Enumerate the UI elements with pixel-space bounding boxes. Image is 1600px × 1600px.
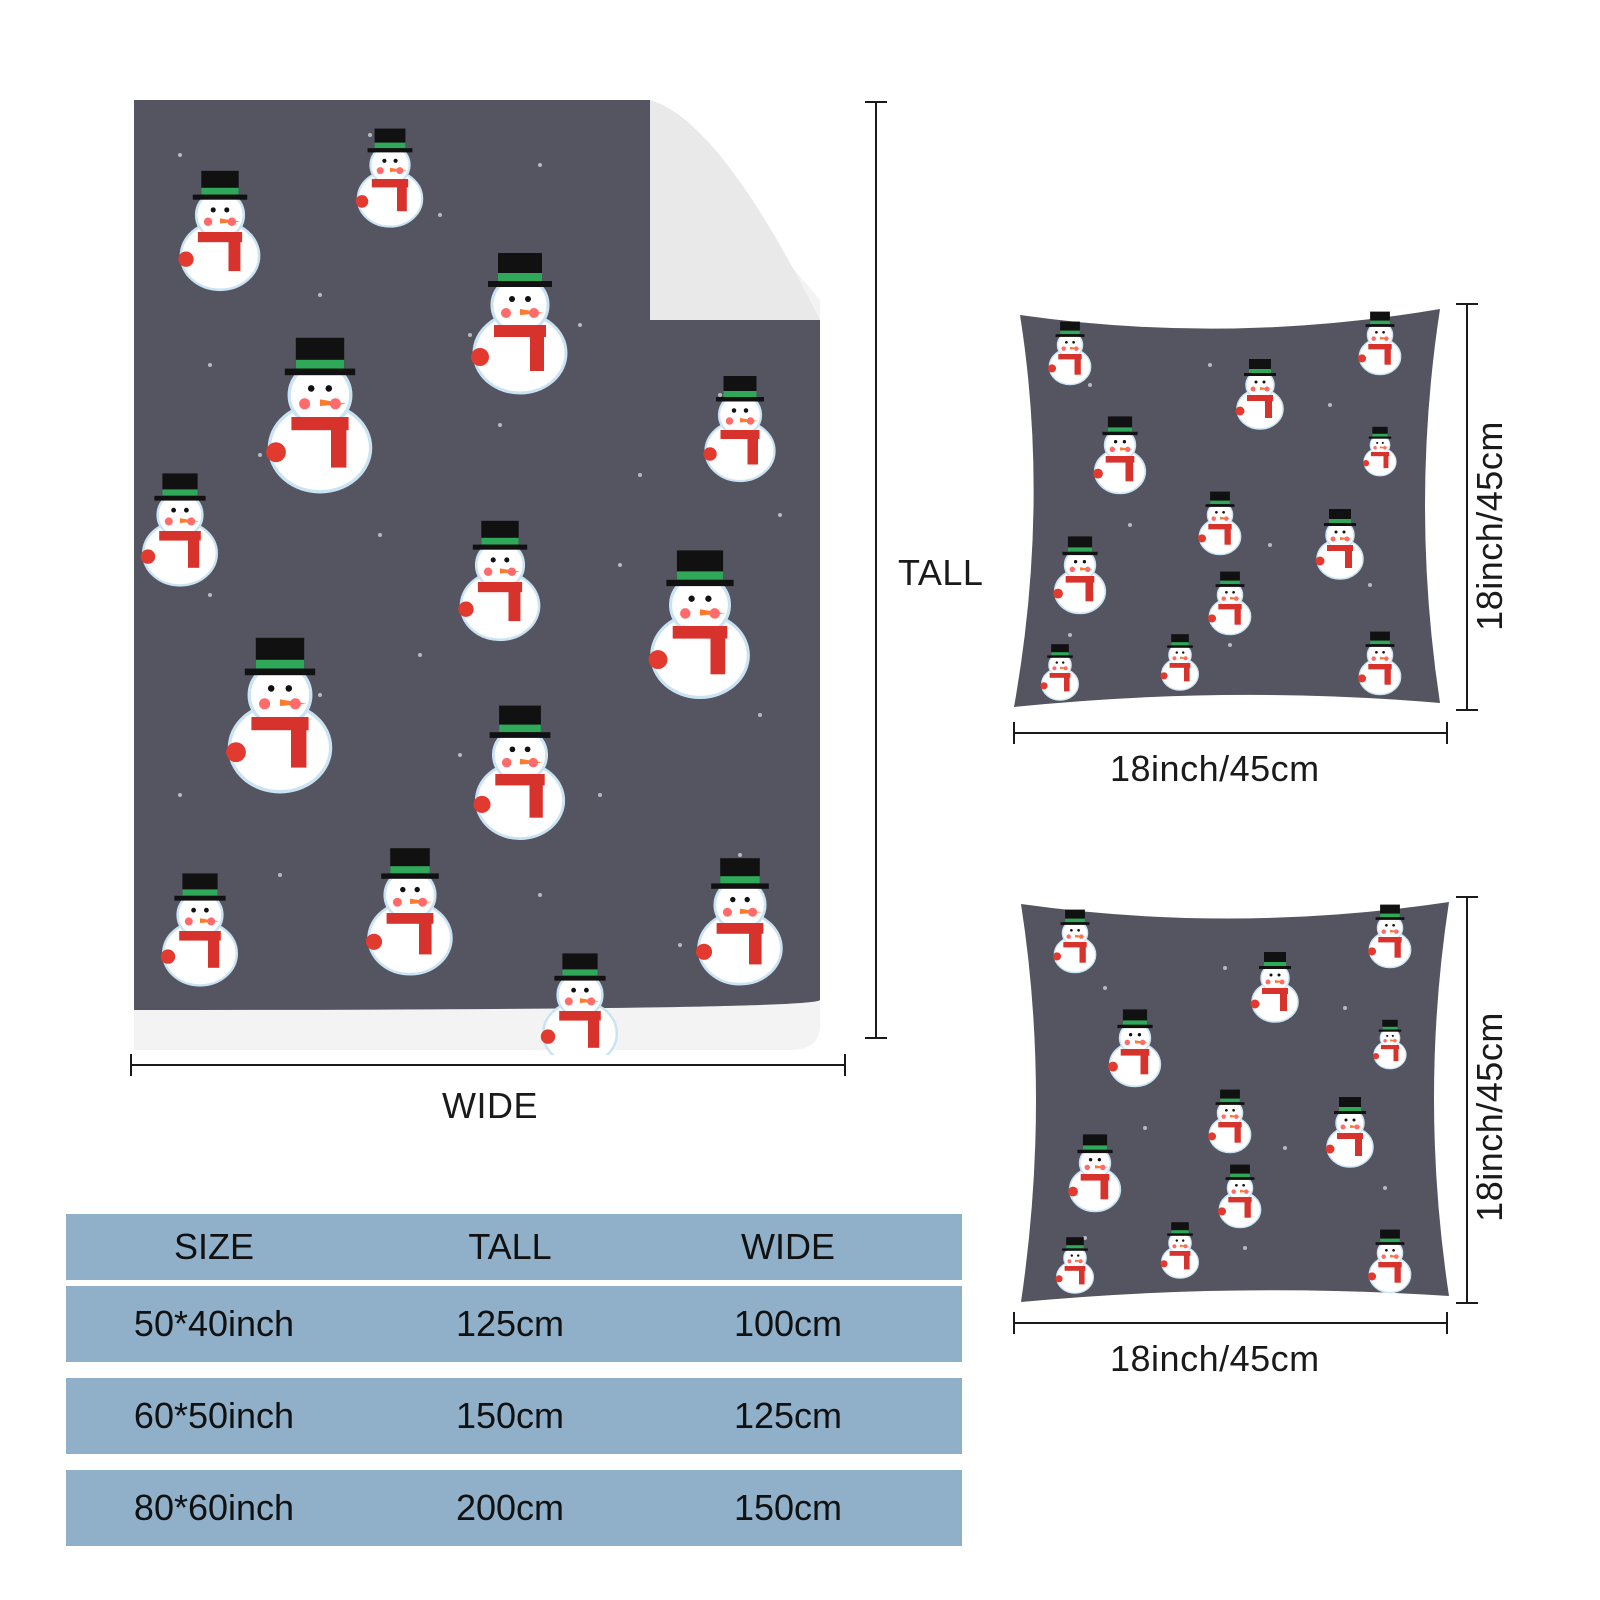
blanket-image bbox=[120, 95, 840, 1055]
pillow2-height-label: 18inch/45cm bbox=[1469, 1012, 1510, 1222]
pillow2-width-line bbox=[1013, 1322, 1448, 1324]
cell-tall: 150cm bbox=[455, 1395, 565, 1436]
blanket-height-cap-bottom bbox=[865, 1037, 887, 1039]
cell-size: 50*40inch bbox=[133, 1303, 295, 1344]
pillow-image-top bbox=[1010, 305, 1450, 715]
pillow2-height-cap-bottom bbox=[1456, 1302, 1478, 1304]
pillow2-width-cap-left bbox=[1013, 1312, 1015, 1334]
table-row: 60*50inch 150cm 125cm bbox=[66, 1378, 962, 1454]
cell-tall: 125cm bbox=[455, 1303, 565, 1344]
pillow1-height-line bbox=[1466, 303, 1468, 711]
blanket-tall-label: TALL bbox=[898, 552, 984, 593]
pillow2-width-label: 18inch/45cm bbox=[1110, 1338, 1320, 1379]
cell-wide: 150cm bbox=[733, 1487, 843, 1528]
pillow2-height-cap-top bbox=[1456, 896, 1478, 898]
size-table-header: SIZE TALL WIDE bbox=[66, 1214, 962, 1280]
size-table: SIZE TALL WIDE 50*40inch 125cm 100cm 60*… bbox=[66, 1214, 962, 1562]
blanket-width-cap-left bbox=[130, 1054, 132, 1076]
blanket-width-cap-right bbox=[844, 1054, 846, 1076]
pillow1-width-line bbox=[1013, 732, 1448, 734]
pillow1-height-label: 18inch/45cm bbox=[1469, 421, 1510, 631]
pillow1-width-label: 18inch/45cm bbox=[1110, 748, 1320, 789]
header-wide: WIDE bbox=[741, 1226, 835, 1267]
cell-size: 60*50inch bbox=[133, 1395, 295, 1436]
header-tall: TALL bbox=[468, 1226, 552, 1267]
pillow2-width-cap-right bbox=[1446, 1312, 1448, 1334]
pillow1-width-cap-right bbox=[1446, 722, 1448, 744]
pillow1-height-cap-bottom bbox=[1456, 709, 1478, 711]
header-size: SIZE bbox=[173, 1226, 254, 1267]
pillow1-width-cap-left bbox=[1013, 722, 1015, 744]
table-row: 80*60inch 200cm 150cm bbox=[66, 1470, 962, 1546]
blanket-width-line bbox=[130, 1064, 846, 1066]
pillow2-height-line bbox=[1466, 896, 1468, 1304]
blanket-height-line bbox=[875, 101, 877, 1039]
pillow-image-bottom bbox=[1015, 898, 1455, 1308]
cell-wide: 125cm bbox=[733, 1395, 843, 1436]
cell-size: 80*60inch bbox=[133, 1487, 295, 1528]
pillow1-height-cap-top bbox=[1456, 303, 1478, 305]
blanket-wide-label: WIDE bbox=[442, 1085, 538, 1126]
blanket-height-cap-top bbox=[865, 101, 887, 103]
cell-tall: 200cm bbox=[455, 1487, 565, 1528]
table-row: 50*40inch 125cm 100cm bbox=[66, 1286, 962, 1362]
cell-wide: 100cm bbox=[733, 1303, 843, 1344]
